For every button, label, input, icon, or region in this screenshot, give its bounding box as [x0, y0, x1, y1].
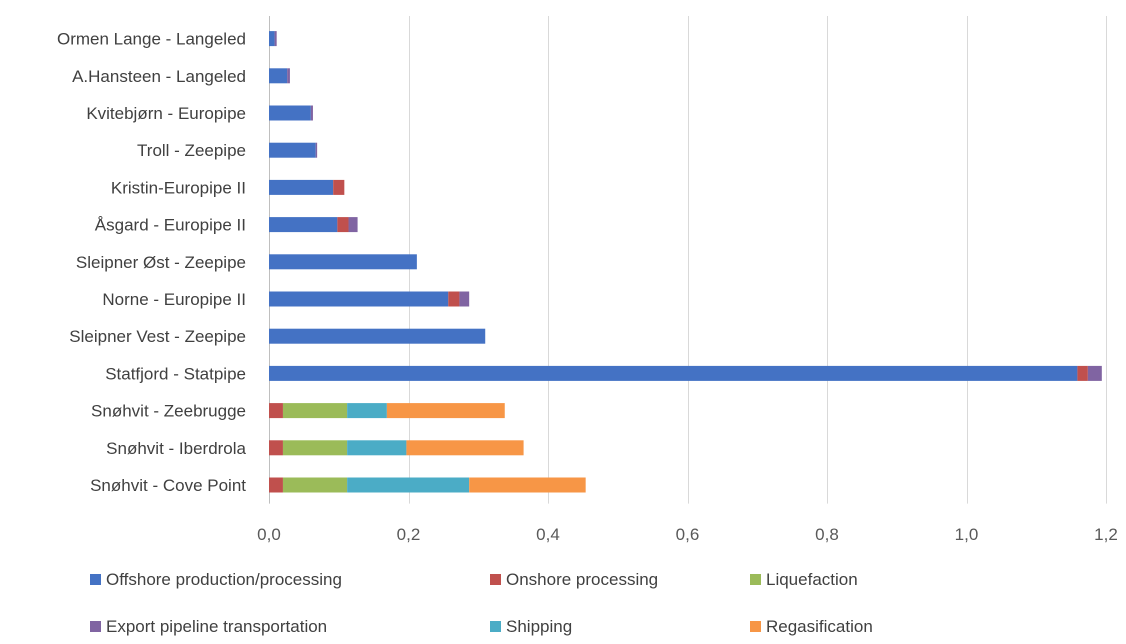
- category-label: Kvitebjørn - Europipe: [86, 104, 246, 123]
- bar-segment-export-pipeline-transportation: [1087, 365, 1102, 381]
- category-label: Norne - Europipe II: [102, 290, 246, 309]
- bar-segment-regasification: [469, 477, 586, 493]
- category-label: Ormen Lange - Langeled: [57, 30, 246, 49]
- legend-label: Onshore processing: [506, 570, 658, 589]
- gridlines: [269, 16, 1107, 504]
- bar-segment-offshore-production-processing: [269, 179, 334, 195]
- category-label: Kristin-Europipe II: [111, 178, 246, 197]
- bar-segment-export-pipeline-transportation: [310, 105, 313, 121]
- bar-segment-offshore-production-processing: [269, 105, 311, 121]
- legend-label: Shipping: [506, 617, 572, 636]
- bar-segment-onshore-processing: [269, 477, 283, 493]
- legend-label: Export pipeline transportation: [106, 617, 327, 636]
- bar-segment-offshore-production-processing: [269, 217, 338, 233]
- bar-segment-offshore-production-processing: [269, 254, 417, 270]
- bar-segment-onshore-processing: [269, 403, 283, 419]
- x-tick-label: 0,8: [815, 525, 839, 544]
- legend-swatch-export-pipeline-transportation: [90, 621, 101, 632]
- bar-segment-liquefaction: [282, 477, 348, 493]
- bar-segment-offshore-production-processing: [269, 291, 449, 307]
- category-label: Snøhvit - Iberdrola: [106, 439, 246, 458]
- bar-segment-export-pipeline-transportation: [287, 68, 290, 84]
- category-label: Snøhvit - Cove Point: [90, 476, 246, 495]
- legend-swatch-onshore-processing: [490, 574, 501, 585]
- bar-segment-offshore-production-processing: [269, 31, 275, 47]
- category-label: Sleipner Vest - Zeepipe: [69, 327, 246, 346]
- category-label: Troll - Zeepipe: [137, 141, 246, 160]
- bar-segment-offshore-production-processing: [269, 142, 316, 158]
- bar-segment-export-pipeline-transportation: [348, 217, 358, 233]
- bar-segment-offshore-production-processing: [269, 68, 288, 84]
- x-tick-label: 1,0: [955, 525, 979, 544]
- legend-swatch-offshore-production-processing: [90, 574, 101, 585]
- category-labels: Ormen Lange - Langeled A.Hansteen - Lange…: [57, 30, 247, 495]
- bar-segment-offshore-production-processing: [269, 328, 486, 344]
- legend-label: Regasification: [766, 617, 873, 636]
- bar-segment-shipping: [347, 440, 407, 456]
- category-label: Sleipner Øst - Zeepipe: [76, 253, 246, 272]
- x-tick-label: 0,2: [397, 525, 421, 544]
- bars: [269, 31, 1102, 493]
- bar-segment-onshore-processing: [1077, 365, 1088, 381]
- bar-segment-regasification: [386, 403, 505, 419]
- bar-segment-onshore-processing: [337, 217, 349, 233]
- category-label: Statfjord - Statpipe: [105, 364, 246, 383]
- x-axis-tick-labels: 0,0 0,2 0,4 0,6 0,8 1,0 1,2: [257, 525, 1118, 544]
- bar-segment-export-pipeline-transportation: [459, 291, 470, 307]
- x-tick-label: 0,6: [676, 525, 700, 544]
- bar-segment-shipping: [347, 477, 470, 493]
- bar-segment-export-pipeline-transportation: [315, 142, 318, 158]
- legend-label: Offshore production/processing: [106, 570, 342, 589]
- x-tick-label: 0,4: [536, 525, 560, 544]
- bar-segment-export-pipeline-transportation: [274, 31, 277, 47]
- bar-segment-onshore-processing: [333, 179, 345, 195]
- bar-segment-regasification: [406, 440, 524, 456]
- bar-segment-liquefaction: [282, 403, 348, 419]
- bar-segment-onshore-processing: [269, 440, 283, 456]
- legend-swatch-liquefaction: [750, 574, 761, 585]
- bar-segment-liquefaction: [282, 440, 348, 456]
- legend: Offshore production/processing Onshore pr…: [90, 570, 873, 636]
- category-label: Åsgard - Europipe II: [95, 216, 246, 235]
- bar-segment-shipping: [347, 403, 387, 419]
- bar-segment-offshore-production-processing: [269, 365, 1078, 381]
- legend-swatch-regasification: [750, 621, 761, 632]
- x-tick-label: 0,0: [257, 525, 281, 544]
- category-label: Snøhvit - Zeebrugge: [91, 402, 246, 421]
- legend-label: Liquefaction: [766, 570, 858, 589]
- category-label: A.Hansteen - Langeled: [72, 67, 246, 86]
- bar-segment-onshore-processing: [448, 291, 460, 307]
- x-tick-label: 1,2: [1094, 525, 1118, 544]
- legend-swatch-shipping: [490, 621, 501, 632]
